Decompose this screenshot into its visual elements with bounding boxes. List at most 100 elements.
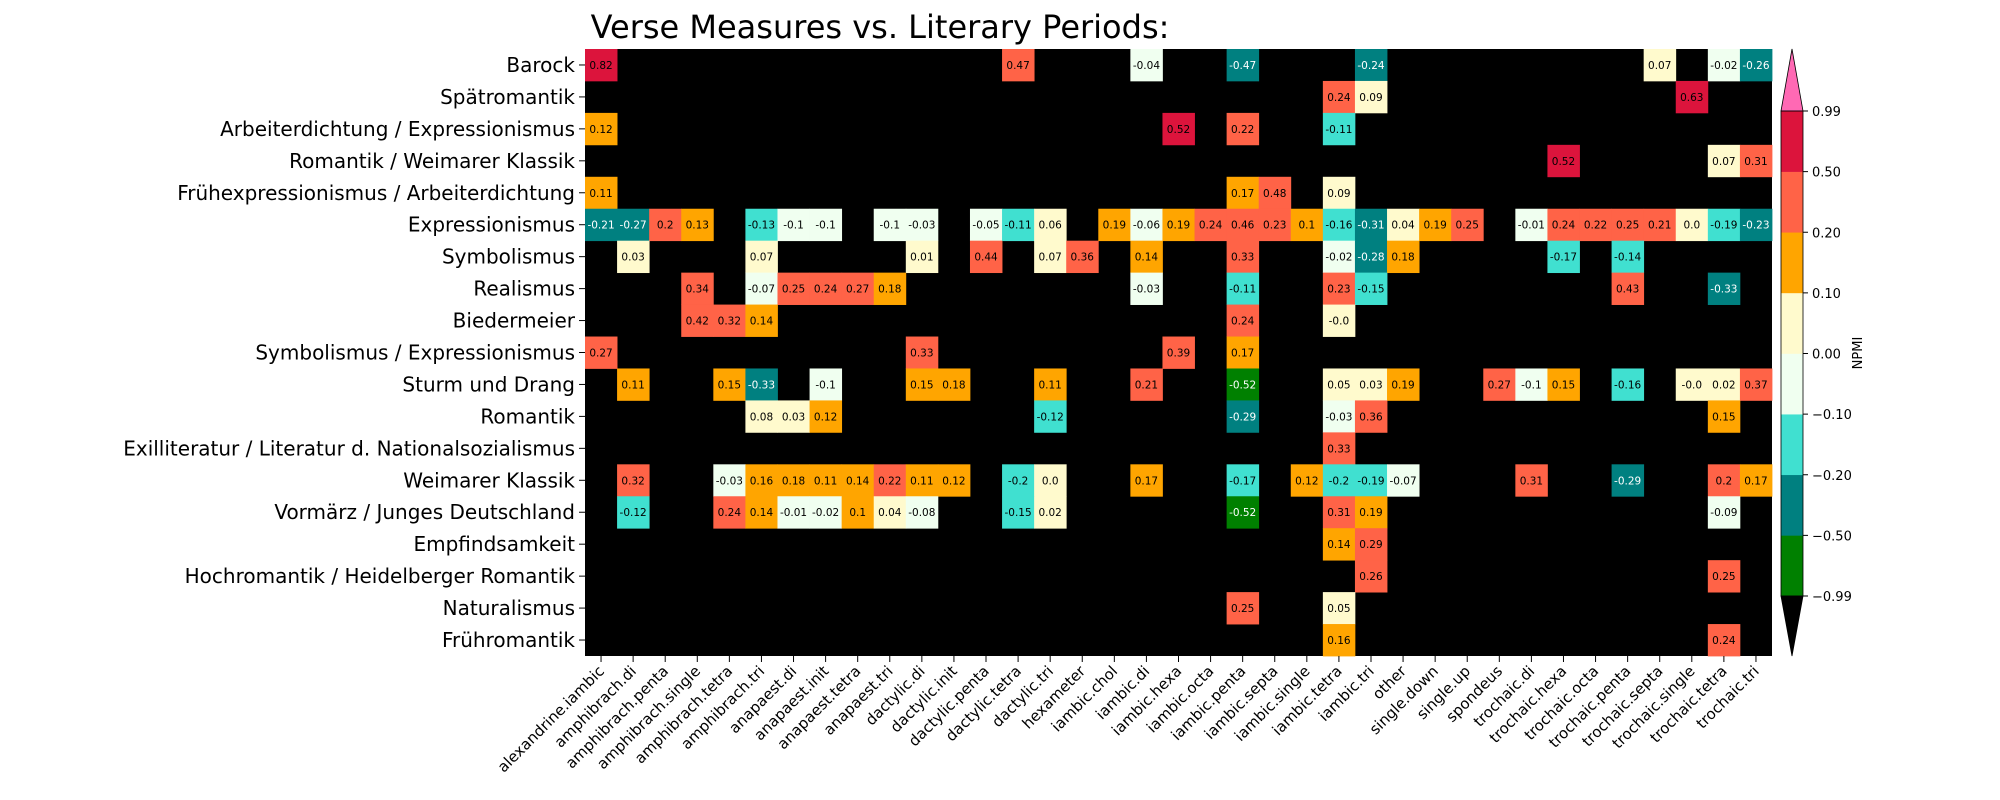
heatmap-cell	[777, 272, 810, 305]
colorbar-tick-label: −0.99	[1812, 590, 1852, 605]
heatmap-cell	[873, 464, 907, 497]
heatmap-cell	[937, 464, 971, 497]
colorbar-tick-label: 0.50	[1812, 166, 1841, 181]
heatmap-cell	[1130, 272, 1163, 305]
heatmap-cell	[585, 208, 618, 242]
heatmap-cell	[1387, 464, 1420, 497]
colorbar-label: NPMI	[1851, 337, 1866, 370]
cell-value-label: 0.46	[1231, 220, 1255, 232]
cell-value-label: -0.28	[1357, 252, 1384, 264]
cell-value-label: 0.19	[1103, 220, 1126, 232]
cell-value-label: -0.16	[1325, 220, 1352, 232]
cell-value-label: -0.15	[1005, 507, 1032, 519]
heatmap-cell	[1130, 240, 1163, 274]
heatmap-cell	[1322, 624, 1356, 657]
cell-value-label: -0.26	[1742, 60, 1769, 72]
heatmap-cell	[1130, 368, 1163, 401]
cell-value-label: 0.14	[1327, 539, 1351, 551]
cell-value-label: 0.31	[1520, 475, 1543, 487]
cell-value-label: 0.33	[1327, 443, 1350, 455]
colorbar-segment	[1781, 232, 1803, 294]
heatmap-cell	[1226, 240, 1260, 274]
colorbar-tick-label: 0.10	[1812, 287, 1841, 302]
heatmap-cell	[809, 400, 843, 433]
cell-value-label: 0.04	[1391, 220, 1415, 232]
row-label: Arbeiterdichtung / Expressionismus	[220, 117, 575, 141]
cell-value-label: -0.05	[972, 220, 999, 232]
cell-value-label: 0.32	[621, 475, 644, 487]
cell-value-label: 0.26	[1359, 571, 1383, 583]
heatmap-cell	[1322, 80, 1356, 114]
heatmap-cell	[713, 496, 746, 529]
heatmap-cell	[777, 208, 810, 242]
cell-value-label: -0.17	[1229, 475, 1256, 487]
cell-value-label: -0.03	[1133, 284, 1160, 296]
cell-value-label: 0.06	[1038, 220, 1062, 232]
cell-value-label: 0.24	[814, 284, 838, 296]
cell-value-label: 0.0	[1042, 475, 1059, 487]
heatmap-cell	[585, 112, 618, 146]
cell-value-label: 0.16	[750, 475, 774, 487]
heatmap-cell	[1611, 208, 1645, 242]
heatmap-cell	[1194, 208, 1228, 242]
cell-value-label: -0.02	[1325, 252, 1352, 264]
cell-value-label: 0.02	[1038, 507, 1061, 519]
cell-value-label: 0.11	[621, 379, 644, 391]
cell-value-label: -0.01	[1518, 220, 1545, 232]
cell-value-label: 0.07	[750, 252, 773, 264]
cell-value-label: 0.18	[878, 284, 901, 296]
heatmap-cell	[841, 272, 875, 305]
cell-value-label: -0.1	[783, 220, 804, 232]
heatmap-cell	[617, 464, 650, 497]
heatmap-cell	[1707, 400, 1741, 433]
heatmap-cell	[1707, 624, 1741, 657]
heatmap-cell	[1643, 208, 1677, 242]
heatmap-cell	[745, 240, 778, 274]
cell-value-label: -0.1	[815, 220, 836, 232]
colorbar-tick-label: −0.20	[1812, 469, 1852, 484]
cell-value-label: -0.06	[1133, 220, 1160, 232]
cell-value-label: 0.32	[718, 316, 741, 328]
heatmap-cell	[1098, 208, 1131, 242]
cell-value-label: 0.1	[1298, 220, 1315, 232]
heatmap-cell	[1002, 496, 1035, 529]
heatmap-cell	[873, 272, 907, 305]
heatmap-cell	[1387, 240, 1420, 274]
cell-value-label: 0.15	[1712, 411, 1735, 423]
heatmap-cell	[1739, 208, 1773, 242]
heatmap-cell	[1739, 49, 1773, 82]
heatmap-cell	[1226, 464, 1260, 497]
cell-value-label: 0.27	[1488, 379, 1511, 391]
cell-value-label: -0.1	[1521, 379, 1542, 391]
heatmap-cell	[1739, 368, 1773, 401]
heatmap-cell	[1643, 49, 1677, 82]
heatmap-cell	[1611, 272, 1645, 305]
heatmap-cell	[777, 464, 810, 497]
heatmap-cell	[1322, 400, 1356, 433]
cell-value-label: 0.17	[1744, 475, 1767, 487]
heatmap-cell	[745, 272, 778, 305]
cell-value-label: 0.15	[1552, 379, 1575, 391]
heatmap-cell	[1322, 592, 1356, 625]
cell-value-label: 0.01	[910, 252, 933, 264]
heatmap-cell	[1707, 496, 1741, 529]
colorbar-tick-label: 0.99	[1812, 105, 1841, 120]
heatmap-cell	[1258, 208, 1292, 242]
colorbar-segment	[1781, 414, 1803, 476]
cell-value-label: -0.11	[1005, 220, 1032, 232]
cell-value-label: 0.27	[589, 348, 612, 360]
cell-value-label: -0.29	[1229, 411, 1256, 423]
heatmap-cell	[681, 304, 714, 337]
heatmap-cell	[617, 208, 650, 242]
heatmap-cell	[873, 496, 907, 529]
heatmap-cell	[745, 464, 778, 497]
heatmap-cell	[1002, 49, 1035, 82]
cell-value-label: -0.08	[908, 507, 935, 519]
cell-value-label: 0.11	[1038, 379, 1061, 391]
heatmap-cell	[1258, 176, 1292, 210]
cell-value-label: -0.16	[1614, 379, 1641, 391]
cell-value-label: -0.03	[716, 475, 743, 487]
cell-value-label: 0.42	[686, 316, 709, 328]
cell-value-label: 0.25	[1231, 603, 1254, 615]
heatmap-cell	[1354, 560, 1388, 593]
